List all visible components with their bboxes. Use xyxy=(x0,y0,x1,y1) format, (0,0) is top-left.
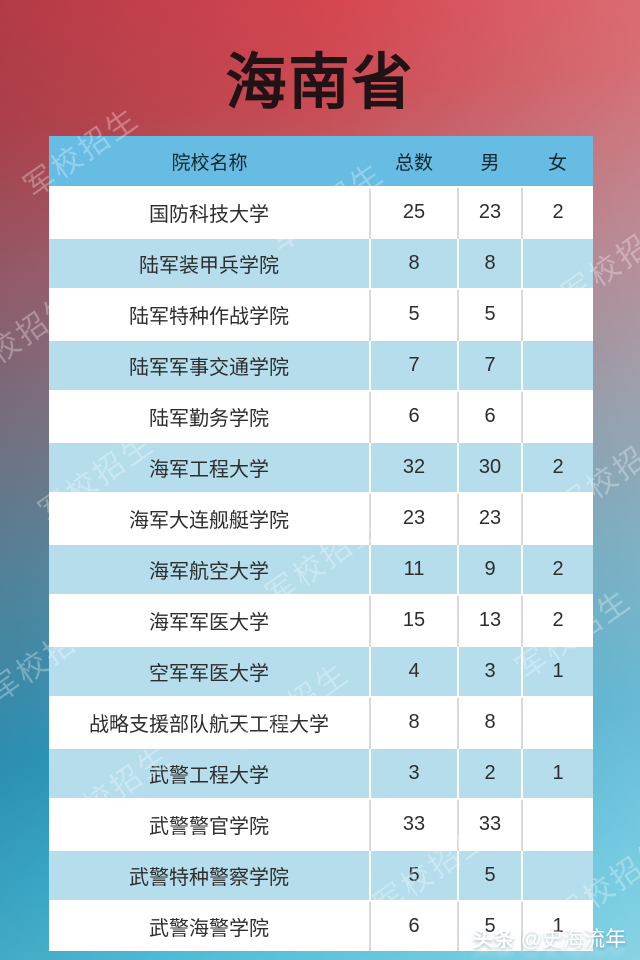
table-row: 国防科技大学 25 23 2 xyxy=(49,186,593,238)
school-name-cell: 武警海警学院 xyxy=(49,900,370,951)
school-name-cell: 陆军装甲兵学院 xyxy=(49,237,370,289)
table-row: 武警海警学院 6 5 1 xyxy=(49,900,593,951)
school-name-cell: 陆军特种作战学院 xyxy=(49,288,370,340)
school-name-cell: 武警特种警察学院 xyxy=(49,849,370,901)
male-cell: 2 xyxy=(457,747,522,799)
female-cell: 1 xyxy=(521,747,593,799)
table-row: 战略支援部队航天工程大学 8 8 xyxy=(49,696,593,748)
total-cell: 6 xyxy=(369,390,458,442)
table-row: 武警工程大学 3 2 1 xyxy=(49,747,593,799)
school-name-cell: 海军大连舰艇学院 xyxy=(49,492,370,544)
school-name-cell: 陆军军事交通学院 xyxy=(49,339,370,391)
female-cell xyxy=(521,390,593,442)
school-name-cell: 武警警官学院 xyxy=(49,798,370,850)
table-header-row: 院校名称 总数 男 女 xyxy=(49,136,593,187)
male-cell: 33 xyxy=(457,798,522,850)
table-row: 陆军装甲兵学院 8 8 xyxy=(49,237,593,289)
male-cell: 9 xyxy=(457,543,522,595)
male-cell: 30 xyxy=(457,441,522,493)
table-row: 武警特种警察学院 5 5 xyxy=(49,849,593,901)
table-row: 海军大连舰艇学院 23 23 xyxy=(49,492,593,544)
female-cell xyxy=(521,339,593,391)
female-cell: 2 xyxy=(521,594,593,646)
female-cell xyxy=(521,288,593,340)
page-title: 海南省 xyxy=(225,48,415,116)
col-header-female: 女 xyxy=(522,136,593,187)
female-cell: 1 xyxy=(521,645,593,697)
col-header-male: 男 xyxy=(458,136,522,187)
author-credit: 头条 @史海流年 xyxy=(473,923,626,953)
col-header-total: 总数 xyxy=(370,136,458,187)
table-row: 海军工程大学 32 30 2 xyxy=(49,441,593,493)
school-name-cell: 陆军勤务学院 xyxy=(49,390,370,442)
total-cell: 11 xyxy=(369,543,458,595)
credit-handle: @史海流年 xyxy=(520,928,626,951)
male-cell: 5 xyxy=(457,900,522,951)
total-cell: 32 xyxy=(369,441,458,493)
male-cell: 5 xyxy=(457,288,522,340)
school-name-cell: 海军军医大学 xyxy=(49,594,370,646)
school-name-cell: 海军航空大学 xyxy=(49,543,370,595)
female-cell xyxy=(521,849,593,901)
male-cell: 5 xyxy=(457,849,522,901)
admissions-table: 院校名称 总数 男 女 国防科技大学 25 23 2 陆军装甲兵学院 8 8 陆… xyxy=(49,136,593,951)
male-cell: 3 xyxy=(457,645,522,697)
total-cell: 3 xyxy=(369,747,458,799)
male-cell: 13 xyxy=(457,594,522,646)
school-name-cell: 空军军医大学 xyxy=(49,645,370,697)
school-name-cell: 海军工程大学 xyxy=(49,441,370,493)
male-cell: 6 xyxy=(457,390,522,442)
school-name-cell: 战略支援部队航天工程大学 xyxy=(49,696,370,748)
total-cell: 33 xyxy=(369,798,458,850)
female-cell: 1 xyxy=(521,900,593,951)
table-row: 陆军勤务学院 6 6 xyxy=(49,390,593,442)
credit-brand: 头条 xyxy=(472,928,515,951)
table-row: 武警警官学院 33 33 xyxy=(49,798,593,850)
total-cell: 23 xyxy=(369,492,458,544)
male-cell: 23 xyxy=(457,186,522,238)
total-cell: 15 xyxy=(369,594,458,646)
total-cell: 8 xyxy=(369,237,458,289)
total-cell: 25 xyxy=(369,186,458,238)
male-cell: 23 xyxy=(457,492,522,544)
female-cell: 2 xyxy=(521,186,593,238)
total-cell: 5 xyxy=(369,849,458,901)
table-row: 陆军特种作战学院 5 5 xyxy=(49,288,593,340)
school-name-cell: 武警工程大学 xyxy=(49,747,370,799)
total-cell: 7 xyxy=(369,339,458,391)
female-cell: 2 xyxy=(521,543,593,595)
total-cell: 4 xyxy=(369,645,458,697)
total-cell: 5 xyxy=(369,288,458,340)
table-row: 陆军军事交通学院 7 7 xyxy=(49,339,593,391)
female-cell xyxy=(521,492,593,544)
col-header-school: 院校名称 xyxy=(49,136,370,187)
total-cell: 8 xyxy=(369,696,458,748)
female-cell xyxy=(521,696,593,748)
male-cell: 8 xyxy=(457,696,522,748)
male-cell: 8 xyxy=(457,237,522,289)
female-cell: 2 xyxy=(521,441,593,493)
table-row: 海军军医大学 15 13 2 xyxy=(49,594,593,646)
male-cell: 7 xyxy=(457,339,522,391)
total-cell: 6 xyxy=(369,900,458,951)
table-row: 空军军医大学 4 3 1 xyxy=(49,645,593,697)
school-name-cell: 国防科技大学 xyxy=(49,186,370,238)
female-cell xyxy=(521,237,593,289)
female-cell xyxy=(521,798,593,850)
table-row: 海军航空大学 11 9 2 xyxy=(49,543,593,595)
